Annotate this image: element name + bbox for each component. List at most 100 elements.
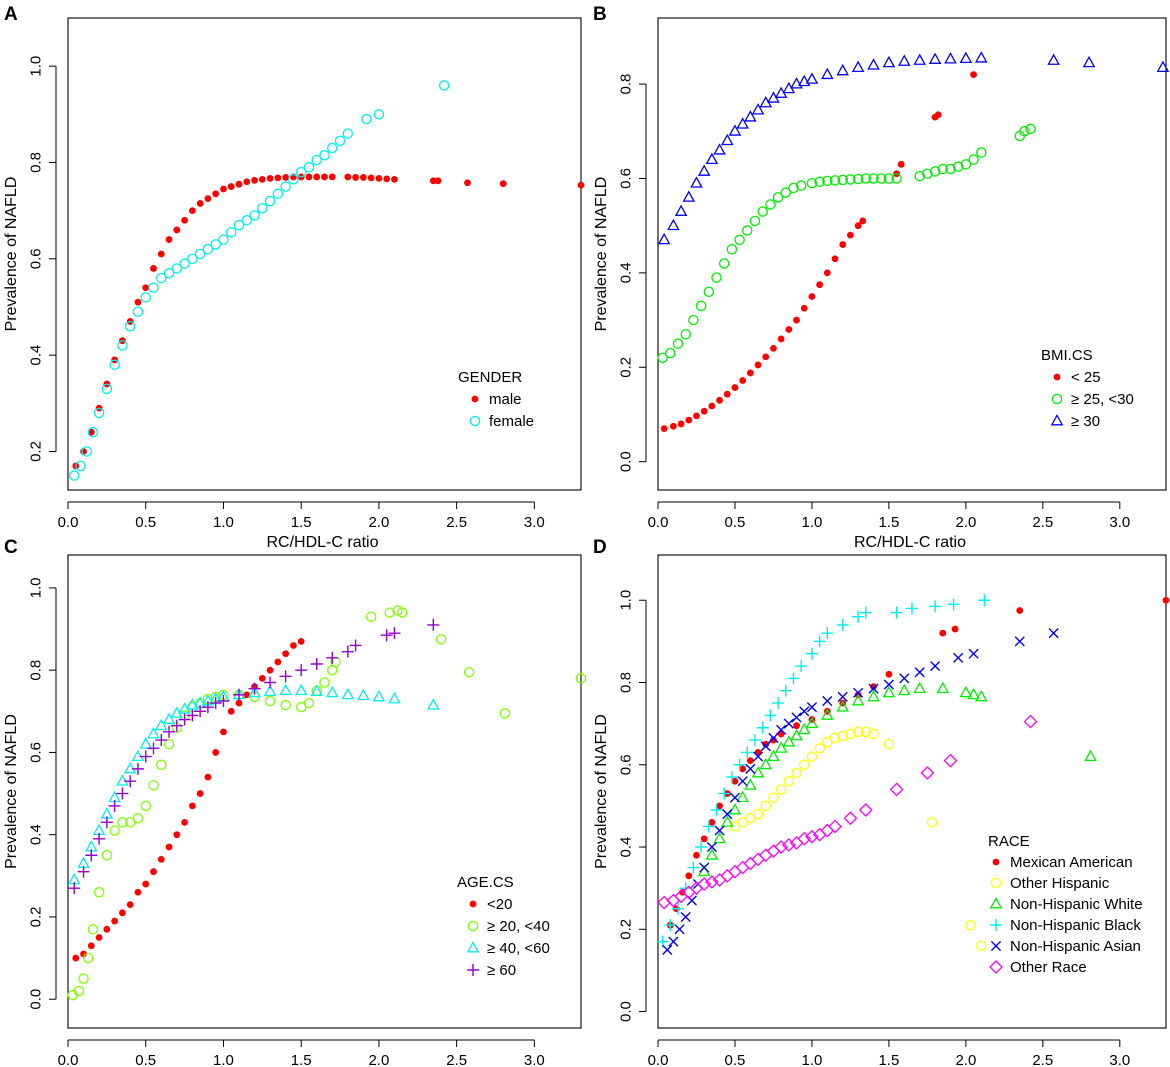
x-axis-title-b: RC/HDL-C ratio xyxy=(854,534,966,551)
data-point xyxy=(813,635,826,648)
data-point xyxy=(741,746,754,759)
y-tick-label: 0.2 xyxy=(28,441,45,462)
data-point xyxy=(178,713,191,726)
data-point xyxy=(266,666,274,674)
data-point xyxy=(139,750,152,763)
data-point xyxy=(241,215,253,226)
legend-title-b: BMI.CS xyxy=(1041,347,1093,364)
legend-label: < 25 xyxy=(1071,369,1101,386)
series-a-0 xyxy=(72,173,585,470)
data-point xyxy=(150,265,157,272)
data-point xyxy=(664,919,677,932)
data-point xyxy=(264,695,276,707)
data-point xyxy=(266,174,274,182)
data-point xyxy=(204,773,212,781)
legend-label: Non-Hispanic Black xyxy=(1010,917,1141,934)
data-point xyxy=(657,352,668,364)
data-point xyxy=(713,831,726,844)
data-point xyxy=(367,174,375,182)
data-point xyxy=(770,345,777,352)
data-point xyxy=(150,868,157,876)
data-point xyxy=(766,844,781,859)
data-point xyxy=(699,862,710,873)
data-point xyxy=(713,143,726,155)
data-point xyxy=(163,268,175,279)
data-point xyxy=(805,72,819,84)
data-point xyxy=(279,670,292,683)
data-point xyxy=(800,304,808,312)
data-point xyxy=(777,335,785,343)
data-point xyxy=(965,919,976,931)
data-point xyxy=(765,199,776,210)
x-tick-label: 0.0 xyxy=(648,514,669,531)
data-point xyxy=(762,353,770,361)
legend-symbol xyxy=(466,941,480,953)
data-point xyxy=(829,175,841,186)
legend-symbol xyxy=(1053,373,1061,381)
series-a-1 xyxy=(68,80,450,481)
data-point xyxy=(434,177,442,185)
data-point xyxy=(1019,126,1030,137)
data-point xyxy=(294,683,308,696)
data-point xyxy=(770,736,777,744)
x-tick-label: 0.0 xyxy=(58,1052,79,1067)
plot-frame-a xyxy=(67,17,582,491)
y-tick-label: 0.6 xyxy=(618,754,635,775)
data-point xyxy=(890,606,903,619)
y-axis-title-b: Prevalence of NAFLD xyxy=(593,177,610,332)
data-point xyxy=(82,952,94,964)
y-tick-label: 0.2 xyxy=(618,357,635,378)
panel-d: D 0.0 0.5 1.0 1.5 2.0 2.5 3.0 RC/HDL-C ratio 0.0 0… xyxy=(593,537,1170,1067)
data-point xyxy=(790,729,803,741)
legend-a: GENDER male female xyxy=(458,369,534,430)
data-point xyxy=(93,887,105,898)
data-point xyxy=(749,215,761,227)
data-point xyxy=(867,689,880,702)
data-point xyxy=(319,677,330,688)
data-point xyxy=(914,667,925,678)
data-point xyxy=(720,868,735,883)
data-point xyxy=(682,190,696,202)
data-point xyxy=(772,697,785,710)
data-point xyxy=(720,815,734,827)
data-point xyxy=(375,174,383,182)
data-point xyxy=(882,685,896,698)
data-point xyxy=(209,697,222,710)
data-point xyxy=(186,709,199,722)
data-point xyxy=(739,377,747,384)
data-point xyxy=(157,250,165,258)
data-point xyxy=(845,728,856,740)
data-point xyxy=(388,692,401,704)
data-point xyxy=(257,202,268,214)
data-point xyxy=(851,694,865,706)
data-point xyxy=(235,180,243,188)
data-point xyxy=(700,407,708,415)
data-point xyxy=(690,176,703,188)
x-tick-label: 2.0 xyxy=(955,514,976,531)
data-point xyxy=(1014,636,1025,647)
data-point xyxy=(913,681,926,694)
data-point xyxy=(334,135,346,147)
data-point xyxy=(225,227,237,238)
data-point xyxy=(194,705,207,718)
data-point xyxy=(797,74,811,87)
data-point xyxy=(710,804,723,817)
data-point xyxy=(700,835,708,843)
x-tick-label: 1.5 xyxy=(878,514,899,531)
data-point xyxy=(463,666,475,678)
data-point xyxy=(843,811,858,826)
data-point xyxy=(396,607,408,618)
data-point xyxy=(170,719,183,732)
data-point xyxy=(171,263,183,274)
data-point xyxy=(806,751,818,762)
legend-symbol xyxy=(990,940,1002,952)
x-tick-label: 1.0 xyxy=(802,1052,823,1067)
data-point xyxy=(774,741,788,753)
data-point xyxy=(751,103,765,115)
legend-label: ≥ 25, <30 xyxy=(1071,391,1134,408)
legend-symbol xyxy=(467,964,479,976)
data-point xyxy=(976,147,987,158)
x-tick-label: 1.0 xyxy=(213,1052,234,1067)
data-point xyxy=(80,950,87,958)
data-point xyxy=(196,790,204,797)
